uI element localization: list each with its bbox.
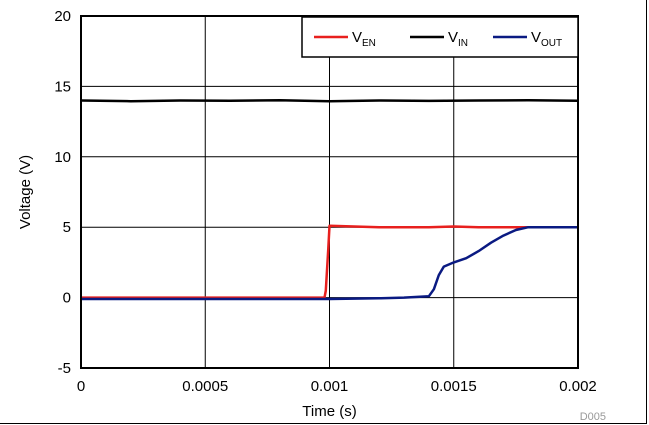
series-line-en <box>81 224 578 299</box>
x-tick-labels: 0 0.0005 0.001 0.0015 0.002 <box>77 378 597 395</box>
legend-label-in: VIN <box>448 29 468 49</box>
figure-id: D005 <box>580 411 606 423</box>
x-tick-label: 0.001 <box>311 378 349 395</box>
legend: VEN VIN VOUT <box>301 16 579 58</box>
grid <box>81 16 578 368</box>
y-tick-label: -5 <box>58 360 71 377</box>
plot-area-border <box>80 15 579 369</box>
x-tick-label: 0.002 <box>559 378 597 395</box>
x-tick-label: 0.0015 <box>431 378 477 395</box>
x-tick-label: 0.0005 <box>182 378 228 395</box>
y-tick-label: 20 <box>54 8 71 25</box>
y-tick-label: 0 <box>63 290 71 307</box>
series-line-in <box>80 98 579 103</box>
series-line-out <box>81 225 578 301</box>
y-tick-label: 10 <box>54 149 71 166</box>
y-tick-label: 5 <box>63 219 71 236</box>
y-axis-title: Voltage (V) <box>17 155 34 229</box>
y-tick-label: 15 <box>54 78 71 95</box>
x-axis-title: Time (s) <box>302 403 356 420</box>
x-tick-label: 0 <box>77 378 85 395</box>
legend-label-en: VEN <box>352 29 376 49</box>
y-tick-labels: -5 0 5 10 15 20 <box>54 8 71 377</box>
series-layer <box>80 98 579 301</box>
legend-label-out: VOUT <box>531 29 562 49</box>
